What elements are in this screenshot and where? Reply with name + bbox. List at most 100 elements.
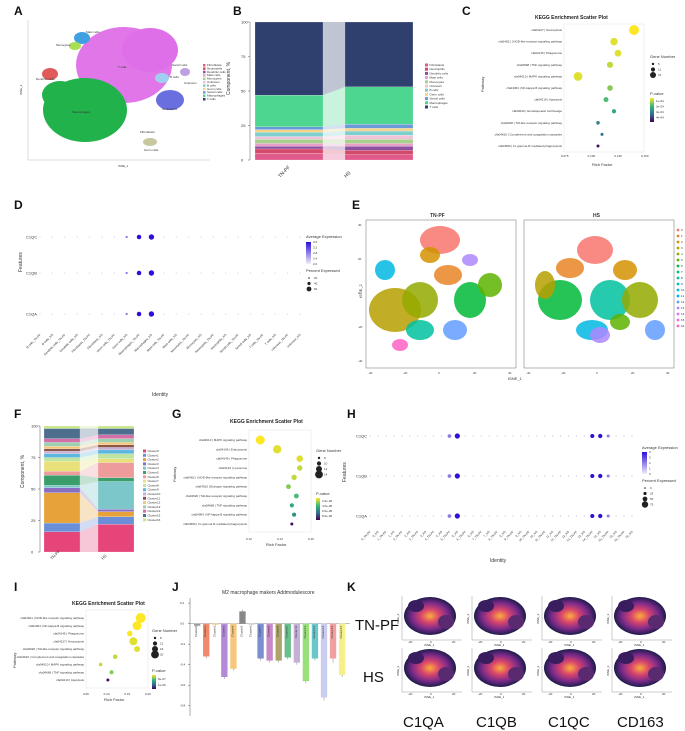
- bar: [221, 623, 228, 678]
- legend-label: Cluster0: [148, 449, 160, 453]
- expression-dot: [520, 515, 522, 517]
- legend-swatch: [143, 496, 146, 500]
- expression-dot: [454, 473, 460, 479]
- expression-dot: [401, 435, 403, 437]
- flow-ribbon: [80, 492, 98, 524]
- feature-map-lobe: [548, 652, 564, 664]
- expression-dot: [543, 475, 546, 477]
- expression-dot: [76, 272, 78, 274]
- color-legend-label: 3e-04: [656, 110, 664, 114]
- expression-dot: [559, 435, 562, 437]
- panel-f-legend: Cluster0Cluster1Cluster2Cluster3Cluster4…: [143, 449, 161, 522]
- expression-dot: [528, 515, 530, 517]
- pathway-label: cfa04915 | Estrogen signaling pathway: [196, 485, 248, 489]
- legend-swatch: [425, 105, 428, 109]
- identity-label: 0_TN-PF: [360, 530, 372, 542]
- flow-ribbon: [80, 438, 98, 447]
- pathway-dot: [606, 61, 614, 68]
- y-tick-label: 0.2: [180, 601, 185, 605]
- expression-dot: [488, 515, 490, 517]
- expression-dot: [163, 236, 165, 238]
- panel-h-xlabel: Identity: [490, 558, 507, 564]
- expression-dot: [536, 475, 538, 477]
- panel-g-color-title: P-value: [316, 491, 330, 496]
- axis-label: tSNE_1: [424, 643, 435, 647]
- panel-g-xlabel: Rich Factor: [266, 542, 287, 547]
- size-legend-dot: [152, 641, 158, 646]
- legend-dot: [676, 318, 680, 322]
- color-legend-label: 1e-04: [656, 99, 664, 103]
- panel-f-yticks: 0 25 50 75 100: [31, 424, 41, 555]
- pathway-dot: [614, 49, 622, 57]
- identity-label: 14_HS: [593, 530, 602, 539]
- size-legend-dot: [650, 67, 656, 72]
- expression-dot: [440, 515, 443, 517]
- color-legend-label: 2e-04: [656, 105, 664, 109]
- pct-legend-dot: [643, 491, 647, 496]
- x-tick-label: Cluster7: [258, 625, 262, 637]
- pathway-dot: [297, 465, 303, 471]
- feature-map-lobe: [648, 667, 664, 681]
- panel-c-ylabel: Pathway: [480, 77, 485, 92]
- legend-dot: [676, 300, 680, 304]
- panel-b-cat-hs: HS: [343, 170, 353, 180]
- cluster-blob: [454, 282, 486, 318]
- expression-dot: [136, 234, 142, 240]
- legend-label: Cluster11: [148, 496, 161, 500]
- tick-label: 0: [430, 640, 432, 644]
- pathway-label: cfa04010 | MAPK signaling pathway: [36, 663, 84, 667]
- panel-a-legend-swatch: [203, 67, 206, 70]
- pathway-label: cfa04668 | TNF signaling pathway: [517, 63, 563, 67]
- flow-ribbon: [323, 143, 345, 147]
- tick-label: -20: [618, 640, 623, 644]
- panel-a-legend-label: Fibroblasts: [207, 63, 222, 67]
- pct-legend-label: 60: [314, 287, 318, 291]
- feature-map-lobe: [648, 615, 664, 629]
- panel-e-ylabel: tSNE_2: [358, 283, 363, 298]
- expression-dot: [200, 272, 202, 274]
- pathway-label: cfa04145 | Phagosome: [531, 51, 562, 55]
- cluster-unknown: [180, 68, 190, 76]
- legend-swatch: [425, 76, 428, 80]
- flow-ribbon: [80, 453, 98, 462]
- expression-dot: [567, 475, 570, 477]
- legend-label: 9: [681, 282, 683, 286]
- x-tick-label: Cluster9: [276, 625, 280, 637]
- expression-dot: [551, 435, 554, 437]
- expression-dot: [432, 515, 435, 517]
- size-legend-label: 20: [160, 653, 164, 657]
- expression-dot: [512, 475, 514, 477]
- pct-legend-label: 75: [650, 503, 654, 507]
- legend-label: 0: [681, 228, 683, 232]
- legend-label: 12: [681, 300, 685, 304]
- identity-label: 3_TN-PF: [408, 530, 420, 542]
- avg-tick-label: 3.6: [313, 240, 318, 244]
- cluster-blob: [434, 265, 462, 285]
- panel-e-title-tnpf: TN-PF: [430, 213, 445, 219]
- label-b-cells: B cells: [170, 75, 179, 79]
- identity-label: 8_HS: [499, 530, 507, 538]
- flow-ribbon: [80, 449, 98, 458]
- expression-dot: [416, 435, 419, 437]
- bar: [194, 623, 201, 626]
- panel-d-xlabel: Identity: [152, 392, 169, 398]
- identity-label: 10_HS: [529, 530, 538, 539]
- pct-legend-label: 40: [314, 282, 318, 286]
- expression-dot: [606, 474, 610, 478]
- identity-label: 7_TN-PF: [471, 530, 483, 542]
- x-tick-label: 0.100: [588, 154, 596, 158]
- legend-swatch: [425, 67, 428, 71]
- expression-dot: [175, 236, 177, 238]
- legend-dot: [676, 234, 680, 238]
- stack-segment: [97, 481, 135, 510]
- expression-dot: [488, 435, 490, 437]
- cluster-monocytes: [69, 42, 81, 50]
- pathway-dot: [134, 646, 141, 652]
- stack-segment: [97, 425, 135, 429]
- expression-dot: [125, 271, 128, 275]
- pathway-dot: [98, 662, 103, 667]
- identity-label: 4_HS: [435, 530, 443, 538]
- legend-label: Monocytes: [430, 80, 445, 84]
